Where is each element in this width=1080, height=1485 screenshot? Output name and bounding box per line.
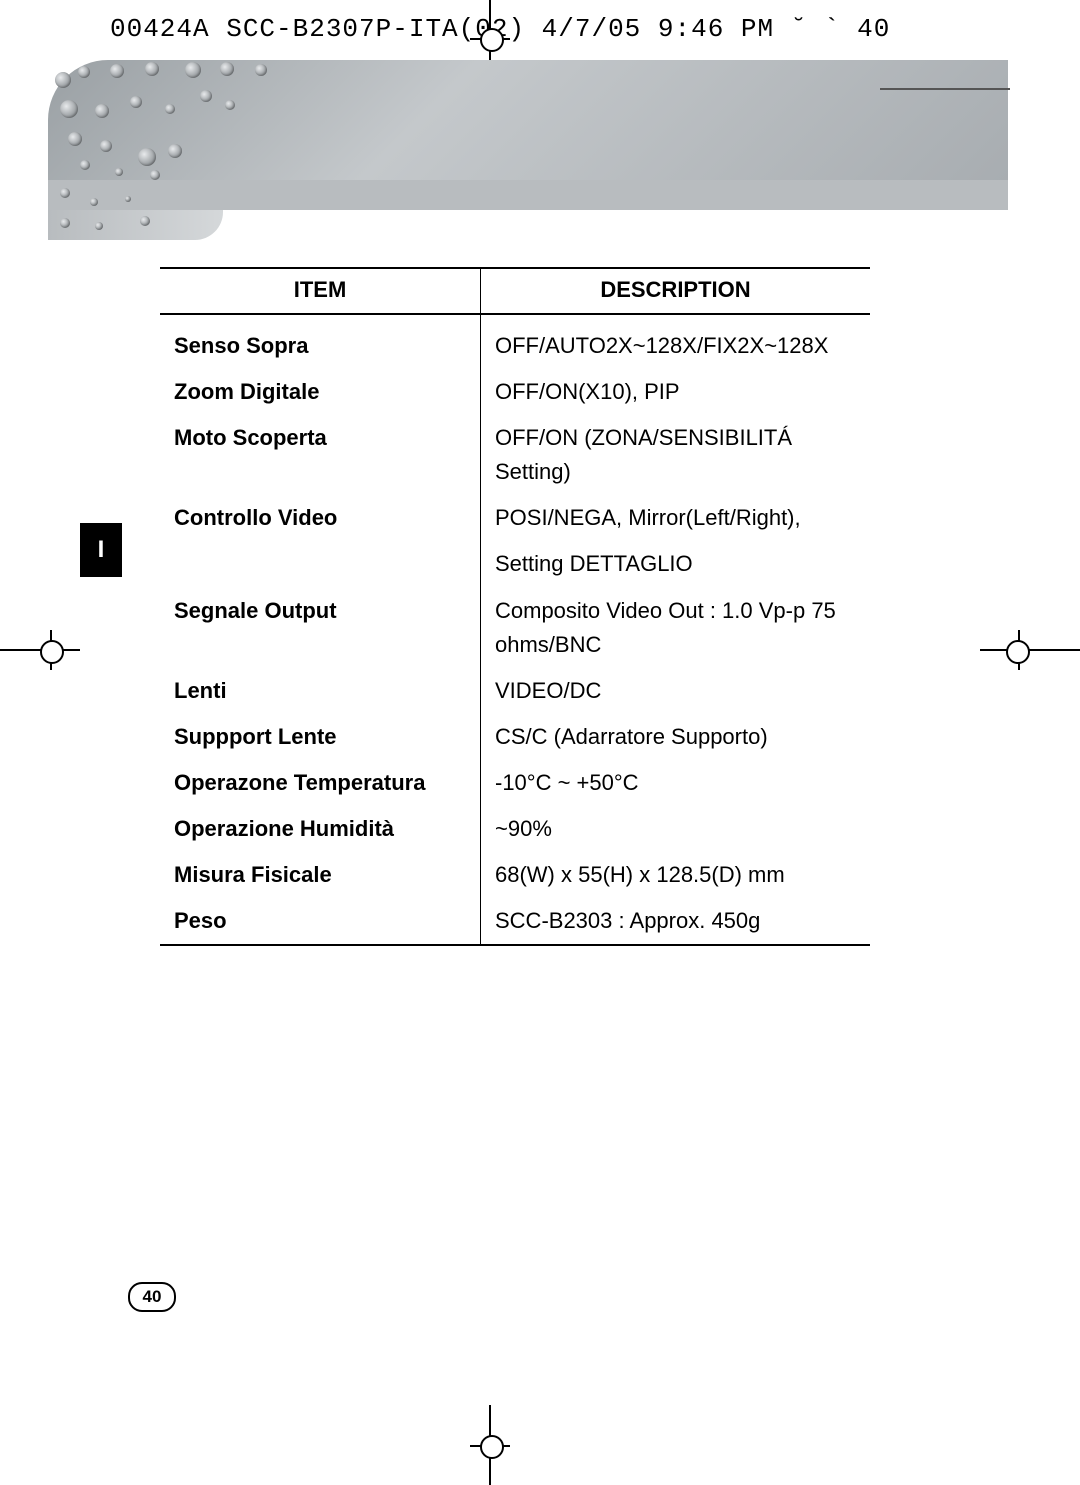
table-cell-description: POSI/NEGA, Mirror(Left/Right), <box>481 495 871 541</box>
bubble-icon <box>78 66 90 78</box>
table-cell-description: -10°C ~ +50°C <box>481 760 871 806</box>
spec-table: ITEM DESCRIPTION Senso SopraOFF/AUTO2X~1… <box>160 267 870 946</box>
table-cell-item <box>160 541 481 587</box>
bubble-icon <box>168 144 182 158</box>
table-cell-description: SCC-B2303 : Approx. 450g <box>481 898 871 945</box>
bubble-icon <box>110 64 124 78</box>
section-tab: I <box>80 523 122 577</box>
bubble-icon <box>125 196 131 202</box>
table-cell-item: Lenti <box>160 668 481 714</box>
bubble-icon <box>165 104 175 114</box>
registration-mark-left <box>0 630 80 670</box>
registration-mark-right <box>980 630 1080 670</box>
bubble-icon <box>255 64 267 76</box>
table-cell-description: 68(W) x 55(H) x 128.5(D) mm <box>481 852 871 898</box>
table-cell-item: Peso <box>160 898 481 945</box>
bubble-icon <box>225 100 235 110</box>
bubble-icon <box>80 160 90 170</box>
header-edge-line <box>880 88 1010 90</box>
page-number-badge: 40 <box>128 1282 176 1312</box>
bubble-icon <box>55 72 71 88</box>
bubble-icon <box>60 188 70 198</box>
bubble-icon <box>60 100 78 118</box>
table-cell-description: VIDEO/DC <box>481 668 871 714</box>
table-header-item: ITEM <box>160 268 481 314</box>
header-band-main <box>48 60 1008 180</box>
bubble-icon <box>140 216 150 226</box>
registration-mark-top <box>470 0 510 60</box>
table-cell-item: Misura Fisicale <box>160 852 481 898</box>
bubble-icon <box>185 62 201 78</box>
table-header-description: DESCRIPTION <box>481 268 871 314</box>
bubble-icon <box>90 198 98 206</box>
table-cell-description: OFF/AUTO2X~128X/FIX2X~128X <box>481 314 871 369</box>
table-cell-description: ~90% <box>481 806 871 852</box>
table-cell-description: OFF/ON (ZONA/SENSIBILITÁ Setting) <box>481 415 871 495</box>
header-band-mid <box>48 180 1008 210</box>
bubble-icon <box>150 170 160 180</box>
header-band-tail <box>48 210 223 240</box>
table-cell-description: OFF/ON(X10), PIP <box>481 369 871 415</box>
table-cell-description: Setting DETTAGLIO <box>481 541 871 587</box>
bubble-icon <box>138 148 156 166</box>
bubble-icon <box>145 62 159 76</box>
table-cell-item: Senso Sopra <box>160 314 481 369</box>
table-cell-item: Operazione Humidità <box>160 806 481 852</box>
bubble-icon <box>115 168 123 176</box>
table-cell-description: Composito Video Out : 1.0 Vp-p 75 ohms/B… <box>481 588 871 668</box>
table-cell-item: Controllo Video <box>160 495 481 541</box>
table-cell-item: Segnale Output <box>160 588 481 668</box>
table-cell-item: Operazone Temperatura <box>160 760 481 806</box>
bubble-icon <box>130 96 142 108</box>
bubble-icon <box>220 62 234 76</box>
bubble-icon <box>200 90 212 102</box>
bubble-icon <box>95 222 103 230</box>
table-cell-item: Suppport Lente <box>160 714 481 760</box>
table-cell-description: CS/C (Adarratore Supporto) <box>481 714 871 760</box>
table-cell-item: Zoom Digitale <box>160 369 481 415</box>
bubble-icon <box>100 140 112 152</box>
bubble-icon <box>60 218 70 228</box>
bubble-icon <box>95 104 109 118</box>
table-cell-item: Moto Scoperta <box>160 415 481 495</box>
registration-mark-bottom <box>470 1405 510 1485</box>
bubble-icon <box>68 132 82 146</box>
